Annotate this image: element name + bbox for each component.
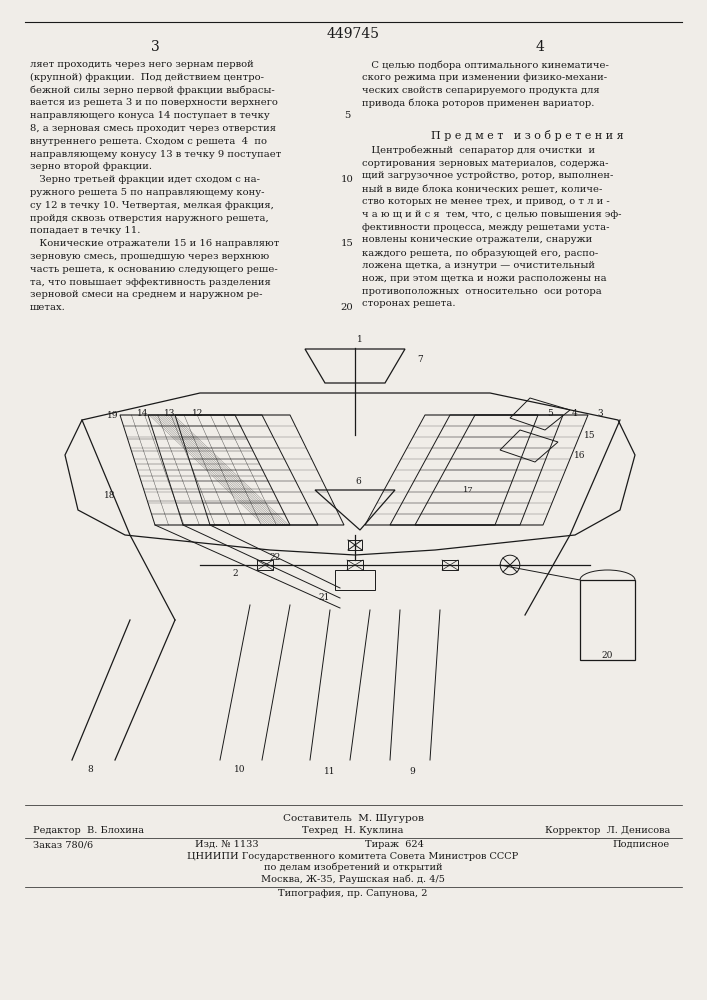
Text: каждого решета, по образующей его, распо-: каждого решета, по образующей его, распо… [362, 248, 598, 258]
Text: фективности процесса, между решетами уста-: фективности процесса, между решетами уст… [362, 223, 609, 232]
Text: бежной силы зерно первой фракции выбрасы-: бежной силы зерно первой фракции выбрасы… [30, 86, 275, 95]
Text: зерновую смесь, прошедшую через верхнюю: зерновую смесь, прошедшую через верхнюю [30, 252, 269, 261]
Text: ч а ю щ и й с я  тем, что, с целью повышения эф-: ч а ю щ и й с я тем, что, с целью повыше… [362, 210, 621, 219]
Text: пройдя сквозь отверстия наружного решета,: пройдя сквозь отверстия наружного решета… [30, 214, 269, 223]
Text: Заказ 780/6: Заказ 780/6 [33, 840, 93, 849]
Text: Редактор  В. Блохина: Редактор В. Блохина [33, 826, 144, 835]
Text: Изд. № 1133: Изд. № 1133 [195, 840, 259, 849]
Text: ческих свойств сепарируемого продукта для: ческих свойств сепарируемого продукта дл… [362, 86, 600, 95]
Text: 8: 8 [87, 766, 93, 774]
Bar [348, 540, 362, 550]
Text: 22: 22 [269, 554, 281, 562]
Text: сторонах решета.: сторонах решета. [362, 299, 455, 308]
Text: С целью подбора оптимального кинематиче-: С целью подбора оптимального кинематиче- [362, 60, 609, 70]
Text: Составитель  М. Шугуров: Составитель М. Шугуров [283, 814, 423, 823]
Text: ружного решета 5 по направляющему кону-: ружного решета 5 по направляющему кону- [30, 188, 264, 197]
Text: су 12 в течку 10. Четвертая, мелкая фракция,: су 12 в течку 10. Четвертая, мелкая фрак… [30, 201, 274, 210]
Text: 8, а зерновая смесь проходит через отверстия: 8, а зерновая смесь проходит через отвер… [30, 124, 276, 133]
Text: (крупной) фракции.  Под действием центро-: (крупной) фракции. Под действием центро- [30, 73, 264, 82]
Text: 9: 9 [409, 768, 415, 776]
Text: Техред  Н. Куклина: Техред Н. Куклина [303, 826, 404, 835]
Text: сортирования зерновых материалов, содержа-: сортирования зерновых материалов, содерж… [362, 159, 609, 168]
Text: внутреннего решета. Сходом с решета  4  по: внутреннего решета. Сходом с решета 4 по [30, 137, 267, 146]
Text: шетах.: шетах. [30, 303, 66, 312]
Text: Зерно третьей фракции идет сходом с на-: Зерно третьей фракции идет сходом с на- [30, 175, 260, 184]
Bar [347, 560, 363, 570]
Text: вается из решета 3 и по поверхности верхнего: вается из решета 3 и по поверхности верх… [30, 98, 278, 107]
Text: 21: 21 [319, 593, 330, 602]
Text: та, что повышает эффективность разделения: та, что повышает эффективность разделени… [30, 278, 271, 287]
Text: Корректор  Л. Денисова: Корректор Л. Денисова [545, 826, 670, 835]
Bar [257, 560, 273, 570]
Text: 20: 20 [341, 303, 354, 312]
Text: 4: 4 [572, 408, 578, 418]
Text: ство которых не менее трех, и привод, о т л и -: ство которых не менее трех, и привод, о … [362, 197, 609, 206]
Text: 19: 19 [107, 412, 119, 420]
Text: попадает в течку 11.: попадает в течку 11. [30, 226, 141, 235]
Text: часть решета, к основанию следующего реше-: часть решета, к основанию следующего реш… [30, 265, 278, 274]
Text: Центробежный  сепаратор для очистки  и: Центробежный сепаратор для очистки и [362, 146, 595, 155]
Text: Подписное: Подписное [613, 840, 670, 849]
Text: 3: 3 [597, 408, 603, 418]
Text: зерно второй фракции.: зерно второй фракции. [30, 162, 152, 171]
Text: 16: 16 [574, 450, 586, 460]
Bar [335, 570, 375, 590]
Text: 449745: 449745 [327, 27, 380, 41]
Text: Москва, Ж-35, Раушская наб. д. 4/5: Москва, Ж-35, Раушская наб. д. 4/5 [261, 874, 445, 884]
Text: направляющему конусу 13 в течку 9 поступает: направляющему конусу 13 в течку 9 поступ… [30, 150, 281, 159]
Text: 10: 10 [234, 766, 246, 774]
Text: новлены конические отражатели, снаружи: новлены конические отражатели, снаружи [362, 235, 592, 244]
Text: Тираж  624: Тираж 624 [365, 840, 424, 849]
Text: нож, при этом щетка и ножи расположены на: нож, при этом щетка и ножи расположены н… [362, 274, 607, 283]
Text: 18: 18 [104, 490, 116, 499]
Text: 13: 13 [164, 408, 175, 418]
Text: 1: 1 [357, 336, 363, 344]
Text: 20: 20 [602, 650, 613, 660]
Text: щий загрузочное устройство, ротор, выполнен-: щий загрузочное устройство, ротор, выпол… [362, 171, 614, 180]
Text: 4: 4 [536, 40, 544, 54]
Text: 11: 11 [325, 768, 336, 776]
Text: Типография, пр. Сапунова, 2: Типография, пр. Сапунова, 2 [279, 889, 428, 898]
Text: 17: 17 [462, 486, 474, 494]
Text: противоположных  относительно  оси ротора: противоположных относительно оси ротора [362, 287, 602, 296]
Text: привода блока роторов применен вариатор.: привода блока роторов применен вариатор. [362, 98, 595, 108]
Bar [442, 560, 458, 570]
Text: 15: 15 [341, 239, 354, 248]
Text: зерновой смеси на среднем и наружном ре-: зерновой смеси на среднем и наружном ре- [30, 290, 262, 299]
Text: по делам изобретений и открытий: по делам изобретений и открытий [264, 863, 443, 872]
Text: ложена щетка, а изнутри — очистительный: ложена щетка, а изнутри — очистительный [362, 261, 595, 270]
Text: ный в виде блока конических решет, количе-: ный в виде блока конических решет, колич… [362, 184, 602, 194]
Bar [580, 580, 635, 660]
Text: 6: 6 [355, 478, 361, 487]
Text: 10: 10 [341, 175, 354, 184]
Text: 7: 7 [417, 356, 423, 364]
Text: 12: 12 [192, 408, 204, 418]
Text: 5: 5 [344, 111, 350, 120]
Text: 5: 5 [547, 408, 553, 418]
Text: направляющего конуса 14 поступает в течку: направляющего конуса 14 поступает в течк… [30, 111, 270, 120]
Text: ляет проходить через него зернам первой: ляет проходить через него зернам первой [30, 60, 254, 69]
Text: 3: 3 [151, 40, 159, 54]
Text: 14: 14 [137, 408, 148, 418]
Text: ского режима при изменении физико-механи-: ского режима при изменении физико-механи… [362, 73, 607, 82]
Text: ЦНИИПИ Государственного комитета Совета Министров СССР: ЦНИИПИ Государственного комитета Совета … [187, 852, 519, 861]
Text: П р е д м е т   и з о б р е т е н и я: П р е д м е т и з о б р е т е н и я [431, 130, 624, 141]
Text: 15: 15 [584, 430, 596, 440]
Text: 2: 2 [232, 568, 238, 578]
Text: Конические отражатели 15 и 16 направляют: Конические отражатели 15 и 16 направляют [30, 239, 279, 248]
